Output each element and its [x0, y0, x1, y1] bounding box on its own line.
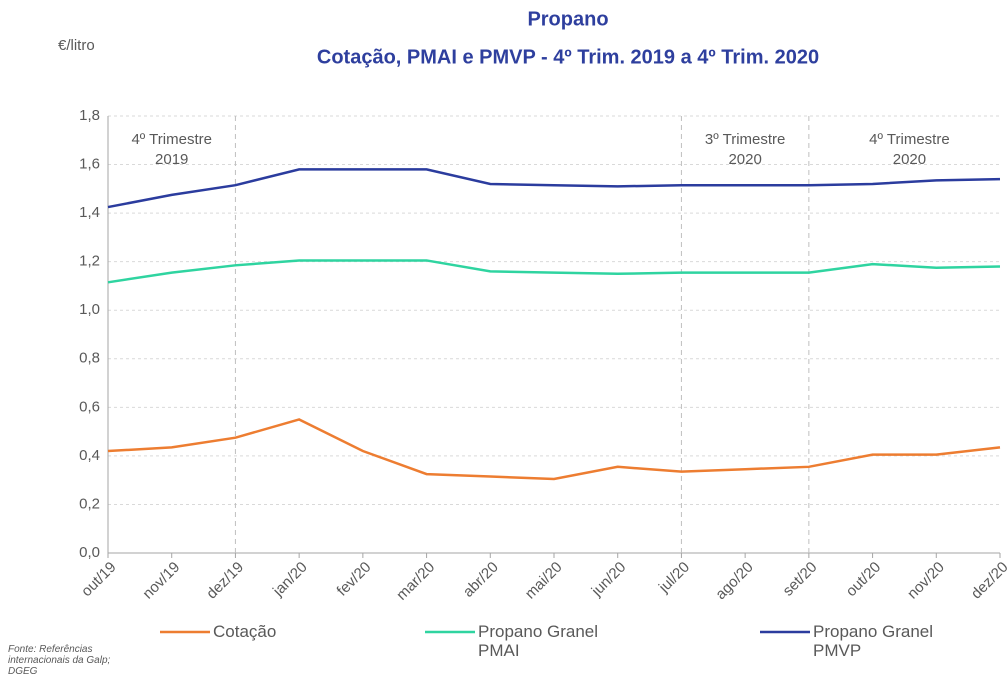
y-tick-label: 1,0 [79, 301, 100, 318]
legend-label: Cotação [213, 622, 277, 641]
annotation: 2019 [155, 151, 188, 168]
y-tick-label: 0,8 [79, 350, 100, 367]
annotation: 4º Trimestre [131, 131, 212, 148]
x-tick-label: mar/20 [393, 559, 438, 604]
annotation: 4º Trimestre [869, 131, 950, 148]
series-line [107, 259, 1001, 284]
source-note: Fonte: Referências internacionais da Gal… [8, 644, 111, 677]
y-tick-label: 1,2 [79, 253, 100, 270]
x-tick-label: ago/20 [712, 559, 756, 603]
annotation: 2020 [893, 151, 926, 168]
x-tick-label: nov/20 [904, 559, 948, 603]
x-tick-label: fev/20 [334, 559, 375, 600]
x-tick-label: out/20 [843, 559, 885, 601]
y-tick-label: 0,6 [79, 398, 100, 415]
chart-title: Propano [527, 8, 608, 30]
legend-label: Propano Granel PMAI [478, 622, 599, 660]
x-tick-label: jun/20 [588, 559, 630, 601]
y-tick-label: 0,2 [79, 495, 100, 512]
chart-subtitle: Cotação, PMAI e PMVP - 4º Trim. 2019 a 4… [317, 46, 819, 68]
x-tick-label: jan/20 [269, 559, 311, 601]
series-line [107, 168, 1001, 209]
annotation: 3º Trimestre [705, 131, 786, 148]
y-tick-label: 0,4 [79, 447, 100, 464]
x-tick-label: dez/19 [203, 559, 247, 603]
x-tick-label: out/19 [78, 559, 120, 601]
x-tick-label: jul/20 [655, 559, 693, 597]
annotation: 2020 [728, 151, 761, 168]
y-tick-label: 1,8 [79, 107, 100, 124]
series-line [107, 418, 1001, 481]
y-tick-label: 1,4 [79, 204, 100, 221]
x-tick-label: set/20 [780, 559, 821, 600]
x-tick-label: dez/20 [968, 559, 1007, 603]
y-axis-label: €/litro [58, 37, 95, 54]
y-tick-label: 0,0 [79, 544, 100, 561]
x-tick-label: abr/20 [460, 559, 502, 601]
legend-label: Propano Granel PMVP [813, 622, 934, 660]
x-tick-label: nov/19 [139, 559, 183, 603]
x-tick-label: mai/20 [522, 559, 566, 603]
y-tick-label: 1,6 [79, 156, 100, 173]
